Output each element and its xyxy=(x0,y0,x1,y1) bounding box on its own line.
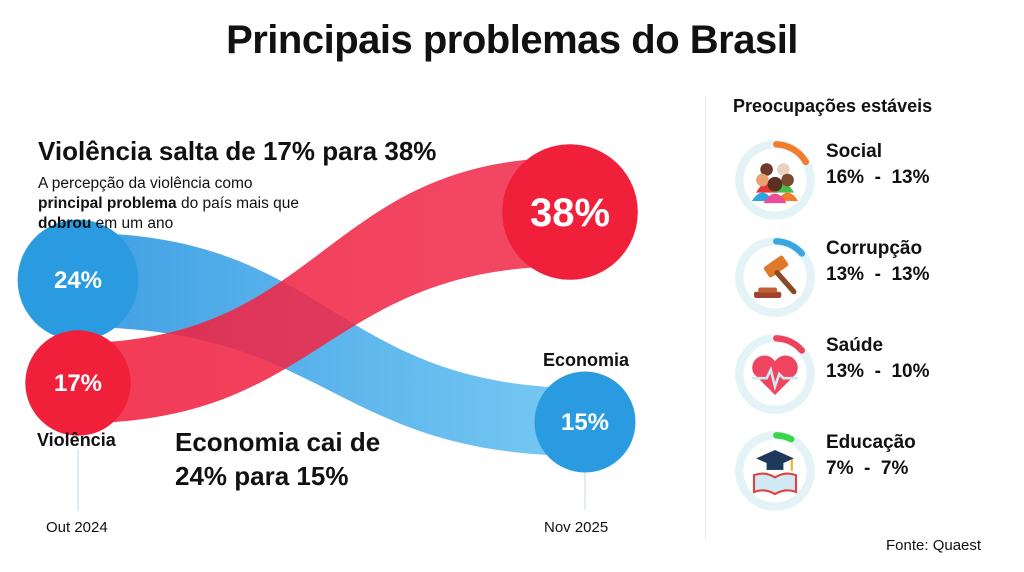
slope-chart: 24% 15% 17% 38% xyxy=(17,144,638,510)
subtext-bold: principal problema xyxy=(38,195,177,212)
series-label-economia: Economia xyxy=(543,350,630,370)
data-label-start: 17% xyxy=(54,370,102,397)
subtext-part: em um ano xyxy=(91,215,174,232)
data-label-start: 24% xyxy=(54,267,102,294)
progress-ring xyxy=(735,140,815,220)
stable-item-name: Educação xyxy=(826,432,916,453)
data-point-end xyxy=(502,144,638,280)
stable-item-values: 16% - 13% xyxy=(826,167,930,188)
stable-item-values: 13% - 10% xyxy=(826,361,930,382)
stable-item-1: Corrupção 13% - 13% xyxy=(733,235,993,325)
subtext-part: do país mais que xyxy=(176,195,300,212)
stable-item-3: Educação 7% - 7% xyxy=(733,429,993,519)
stable-item-name: Corrupção xyxy=(826,238,923,259)
progress-ring xyxy=(735,334,815,414)
subtext-bold: dobrou xyxy=(38,215,92,232)
violence-headline: Violência salta de 17% para 38% xyxy=(38,136,437,166)
data-point-start xyxy=(17,219,139,341)
stable-item-values: 13% - 13% xyxy=(826,264,930,285)
series-label-violencia: Violência xyxy=(37,430,116,450)
violence-subtext: A percepção da violência como principal … xyxy=(38,174,318,234)
progress-ring xyxy=(735,431,815,511)
stable-item-2: Saúde 13% - 10% xyxy=(733,332,993,422)
stable-item-values: 7% - 7% xyxy=(826,458,909,479)
data-point-start xyxy=(25,330,131,436)
ribbon-violencia xyxy=(78,157,570,424)
stable-concerns-title: Preocupações estáveis xyxy=(733,96,933,116)
people-icon xyxy=(751,163,799,204)
data-label-end: 38% xyxy=(530,191,610,235)
x-tick-label-end: Nov 2025 xyxy=(544,519,609,536)
graduation-book-icon xyxy=(752,450,798,496)
progress-ring xyxy=(735,237,815,317)
stable-item-name: Saúde xyxy=(826,335,884,356)
ribbon-economia xyxy=(78,232,585,456)
economy-headline: Economia cai de 24% para 15% xyxy=(175,427,381,491)
divider xyxy=(705,95,706,540)
data-point-end xyxy=(534,371,636,473)
gavel-icon xyxy=(754,255,797,298)
source-note: Fonte: Quaest xyxy=(886,537,982,554)
subtext-part: A percepção da violência como xyxy=(38,175,253,192)
heart-pulse-icon xyxy=(751,355,799,395)
x-tick-label-start: Out 2024 xyxy=(46,519,108,536)
stable-item-name: Social xyxy=(826,141,882,162)
page-title: Principais problemas do Brasil xyxy=(226,18,798,62)
stable-item-0: Social 16% - 13% xyxy=(733,138,993,228)
data-label-end: 15% xyxy=(561,409,609,436)
